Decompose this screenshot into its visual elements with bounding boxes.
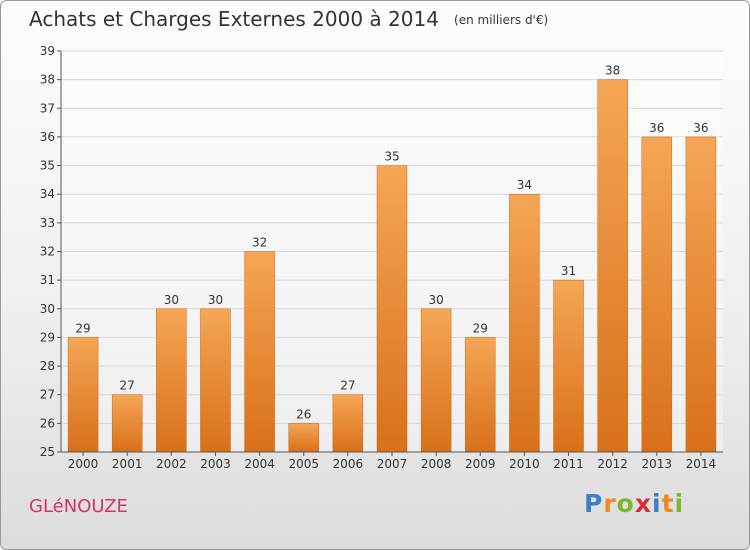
data-label: 26 [296, 407, 311, 421]
bar [641, 136, 673, 453]
logo-letter: P [584, 489, 604, 518]
y-tick-label: 25 [40, 445, 55, 459]
y-tick-label: 30 [40, 302, 55, 316]
x-tick-label: 2014 [686, 457, 717, 471]
chart-subtitle: (en milliers d'€) [454, 13, 549, 27]
logo-letter: i [674, 489, 685, 518]
data-label: 34 [517, 178, 532, 192]
data-label: 29 [473, 321, 488, 335]
bar [376, 165, 408, 453]
proxiti-logo[interactable]: Proxiti [584, 489, 684, 518]
bar [244, 251, 275, 453]
bar [288, 423, 319, 453]
y-tick-label: 28 [40, 359, 55, 373]
axes: 25 26 27 28 29 30 31 32 33 34 35 36 37 38 39 2000 2001 20… [40, 44, 723, 471]
x-tick-label: 2003 [200, 457, 231, 471]
bar [509, 193, 540, 453]
bar [156, 308, 187, 453]
y-tick-label: 33 [40, 216, 55, 230]
chart-title: Achats et Charges Externes 2000 à 2014 [29, 7, 439, 31]
data-label: 31 [561, 264, 576, 278]
y-tick-label: 32 [40, 245, 55, 259]
bar [465, 337, 496, 453]
x-tick-label: 2012 [597, 457, 628, 471]
y-tick-label: 31 [40, 273, 55, 287]
commune-name: GLéNOUZE [29, 496, 128, 517]
y-tick-label: 37 [40, 101, 55, 115]
y-tick-label: 36 [40, 130, 55, 144]
x-tick-label: 2005 [288, 457, 319, 471]
x-tick-label: 2010 [509, 457, 540, 471]
x-tick-label: 2011 [553, 457, 584, 471]
bar [597, 79, 628, 453]
chart-header: Achats et Charges Externes 2000 à 2014 (… [29, 7, 548, 31]
logo-letter: t [661, 489, 675, 518]
bar [67, 337, 99, 453]
logo-letter: r [603, 489, 617, 518]
bar [685, 136, 717, 453]
data-labels: 29 27 30 30 32 26 27 35 30 29 34 31 38 36 36 [75, 64, 708, 422]
x-tick-label: 2013 [642, 457, 673, 471]
bars [67, 79, 717, 453]
y-tick-label: 35 [40, 159, 55, 173]
x-tick-label: 2006 [333, 457, 364, 471]
y-tick-label: 29 [40, 330, 55, 344]
y-tick-label: 38 [40, 73, 55, 87]
data-label: 35 [384, 150, 399, 164]
logo-letter: o [616, 489, 635, 518]
data-label: 36 [649, 121, 664, 135]
bar [111, 394, 143, 453]
x-tick-label: 2007 [377, 457, 408, 471]
data-label: 27 [340, 379, 355, 393]
y-tick-label: 39 [40, 44, 55, 58]
logo-letter: x [634, 489, 652, 518]
data-label: 27 [120, 379, 135, 393]
x-tick-label: 2001 [112, 457, 143, 471]
x-tick-label: 2000 [68, 457, 99, 471]
bar [553, 279, 584, 453]
x-tick-label: 2004 [244, 457, 275, 471]
y-tick-label: 34 [40, 187, 55, 201]
x-tick-label: 2002 [156, 457, 187, 471]
bar [332, 394, 364, 453]
bar [200, 308, 231, 453]
data-label: 30 [208, 293, 223, 307]
data-label: 38 [605, 64, 620, 78]
data-label: 30 [164, 293, 179, 307]
y-tick-label: 26 [40, 416, 55, 430]
x-tick-label: 2009 [465, 457, 496, 471]
data-label: 30 [428, 293, 443, 307]
bar [420, 308, 452, 453]
logo-letter: i [652, 489, 662, 518]
data-label: 32 [252, 236, 267, 250]
x-tick-label: 2008 [421, 457, 452, 471]
data-label: 36 [693, 121, 708, 135]
y-tick-label: 27 [40, 388, 55, 402]
data-label: 29 [75, 321, 90, 335]
